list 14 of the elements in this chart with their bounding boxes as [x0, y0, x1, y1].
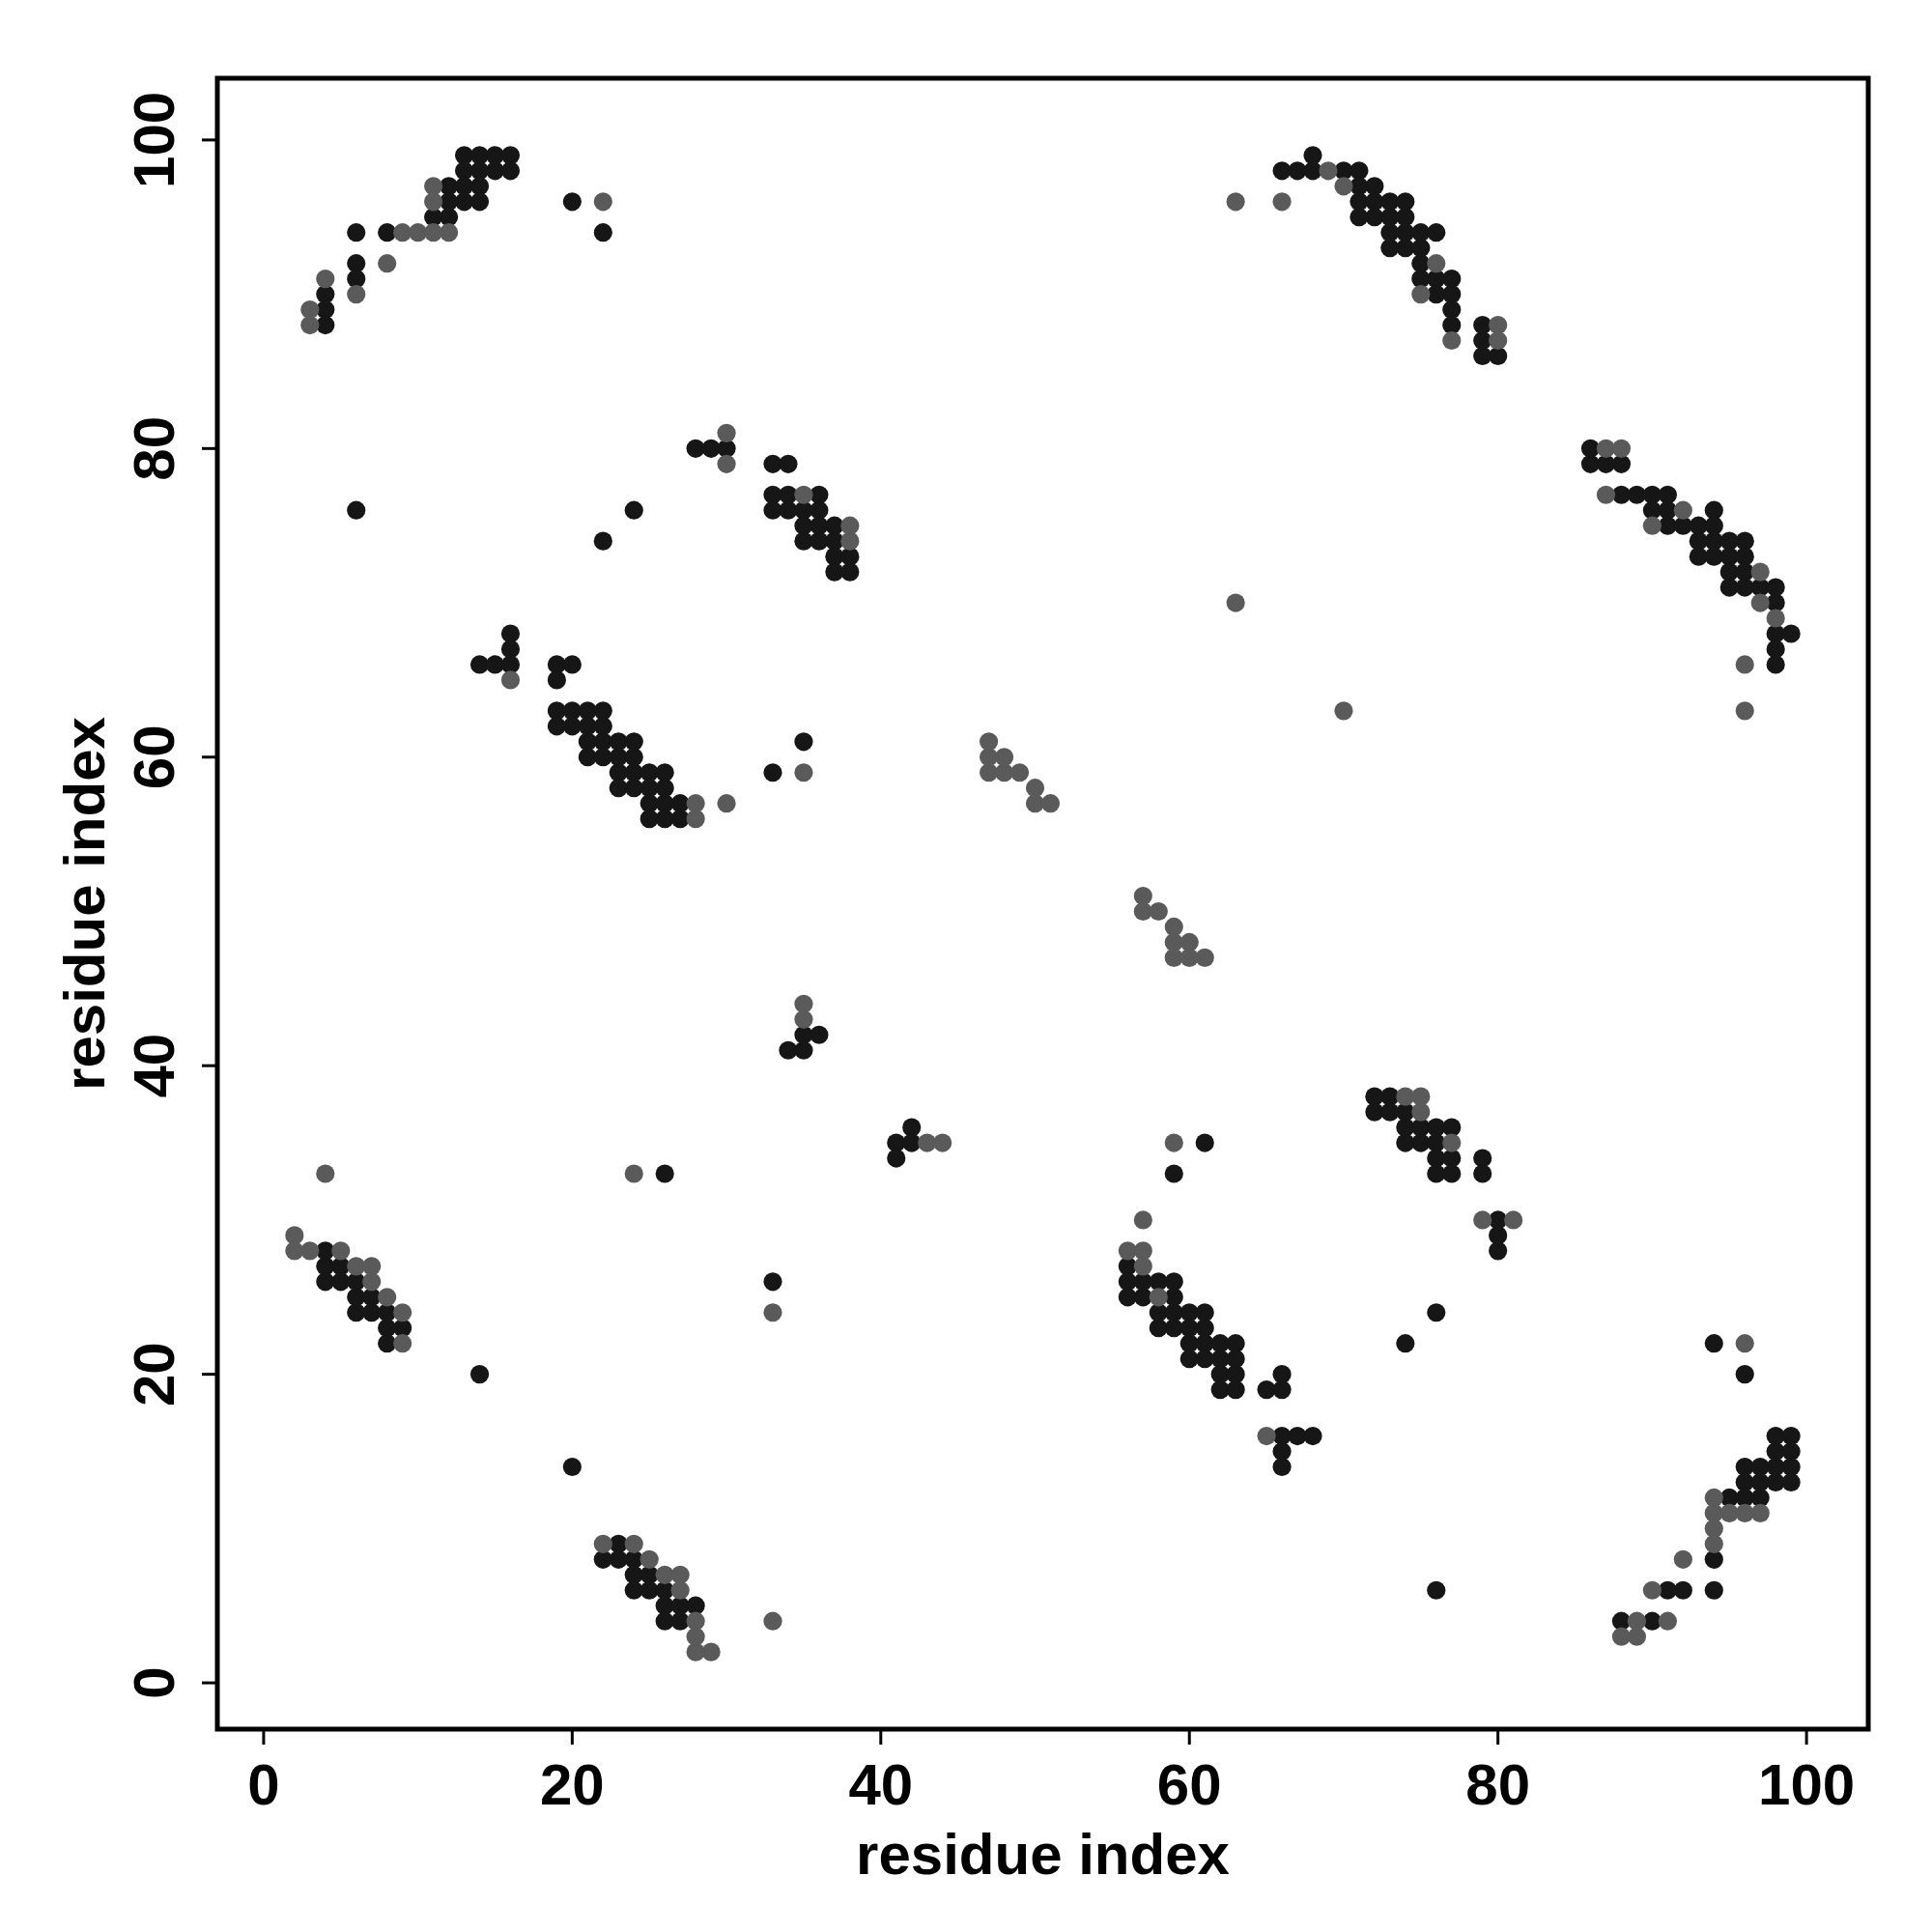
x-tick-label: 40 — [848, 1752, 914, 1817]
x-tick-label: 20 — [539, 1752, 605, 1817]
y-tick-label: 100 — [122, 91, 186, 188]
x-tick-label: 0 — [247, 1752, 280, 1817]
y-tick-label: 80 — [122, 415, 186, 481]
x-axis-title: residue index — [856, 1822, 1230, 1887]
x-tick-label: 60 — [1156, 1752, 1222, 1817]
y-axis-title: residue index — [52, 717, 117, 1091]
y-tick-label: 0 — [122, 1666, 186, 1699]
y-tick-label: 20 — [122, 1342, 186, 1407]
y-tick-label: 40 — [122, 1033, 186, 1098]
y-tick-label: 60 — [122, 724, 186, 790]
x-tick-label: 80 — [1465, 1752, 1531, 1817]
x-tick-label: 100 — [1758, 1752, 1856, 1817]
